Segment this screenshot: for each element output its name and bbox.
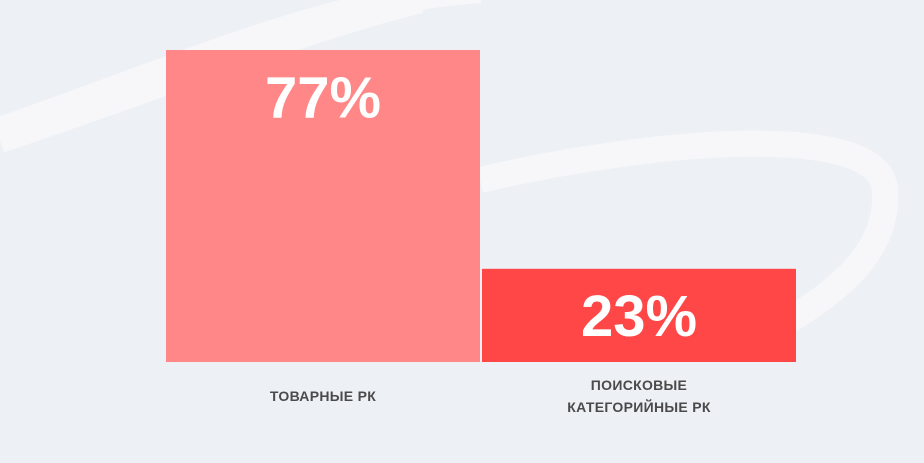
value-label: 23% <box>581 284 697 349</box>
value-label: 77% <box>265 65 381 130</box>
category-label: ТОВАРНЫЕ РК <box>269 388 377 404</box>
bar <box>482 268 796 362</box>
decor-swirl <box>477 130 899 331</box>
category-label: ПОИСКОВЫЕ КАТЕГОРИЙНЫЕ РК <box>567 377 711 415</box>
bar <box>166 50 480 362</box>
